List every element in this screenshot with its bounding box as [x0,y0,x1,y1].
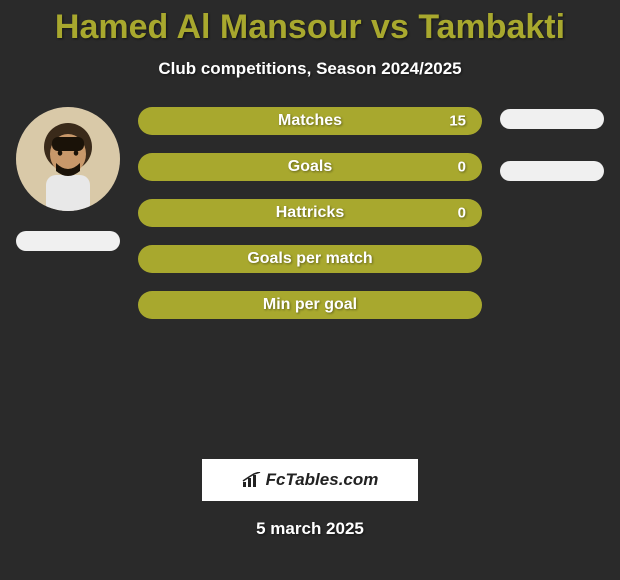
stat-bar-hattricks: Hattricks 0 [138,199,482,227]
player-left-column [8,107,128,251]
stat-value: 0 [458,205,466,222]
stat-bar-min-per-goal: Min per goal [138,291,482,319]
page-title: Hamed Al Mansour vs Tambakti [0,0,620,47]
source-logo-text: FcTables.com [266,470,379,490]
source-logo-box: FcTables.com [202,459,418,501]
stat-label: Min per goal [263,296,357,314]
stat-bar-goals: Goals 0 [138,153,482,181]
stat-bar-matches: Matches 15 [138,107,482,135]
stat-bar-goals-per-match: Goals per match [138,245,482,273]
chart-icon [242,472,262,488]
stat-value: 0 [458,159,466,176]
stat-value: 15 [449,113,466,130]
player-left-avatar [16,107,120,211]
stat-label: Matches [278,112,342,130]
comparison-panel: Matches 15 Goals 0 Hattricks 0 Goals per… [0,107,620,447]
stat-bars: Matches 15 Goals 0 Hattricks 0 Goals per… [138,107,482,337]
player-left-team-pill [16,231,120,251]
player-right-pill-2 [500,161,604,181]
stat-label: Goals [288,158,332,176]
stat-label: Goals per match [247,250,372,268]
player-right-column [492,107,612,181]
page-subtitle: Club competitions, Season 2024/2025 [0,59,620,79]
player-right-pill-1 [500,109,604,129]
source-logo: FcTables.com [242,470,379,490]
stat-label: Hattricks [276,204,344,222]
avatar-placeholder-icon [16,107,120,211]
generated-date: 5 march 2025 [0,519,620,539]
